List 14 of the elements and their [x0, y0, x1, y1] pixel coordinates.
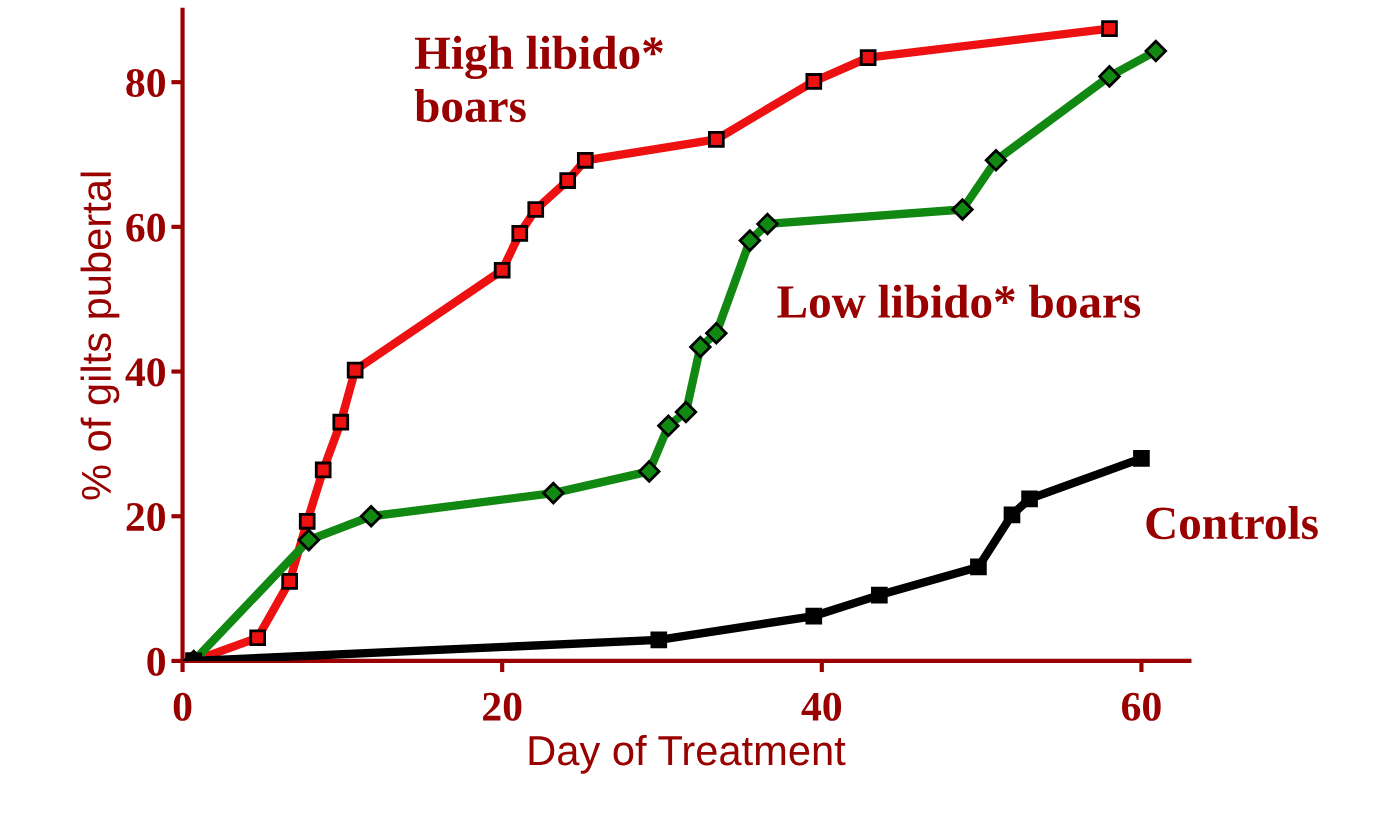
y-tick-label: 40: [125, 358, 165, 387]
x-axis-title: Day of Treatment: [529, 734, 846, 774]
y-tick-label: 20: [126, 502, 165, 532]
x-tick-label: 60: [1122, 692, 1161, 721]
x-tick-label: 20: [483, 692, 522, 721]
y-tick-label: 80: [126, 68, 165, 98]
x-tick-label: 0: [173, 692, 192, 721]
y-tick-label: 60: [126, 213, 165, 242]
series-label: Low libido* boars: [777, 284, 1141, 318]
x-tick-label: 40: [801, 692, 842, 721]
series-label: High libido* boars: [414, 35, 663, 123]
y-tick-label: 0: [147, 647, 165, 676]
y-axis-title: % of gilts pubertal: [80, 172, 120, 500]
series-label: Controls: [1146, 506, 1318, 540]
